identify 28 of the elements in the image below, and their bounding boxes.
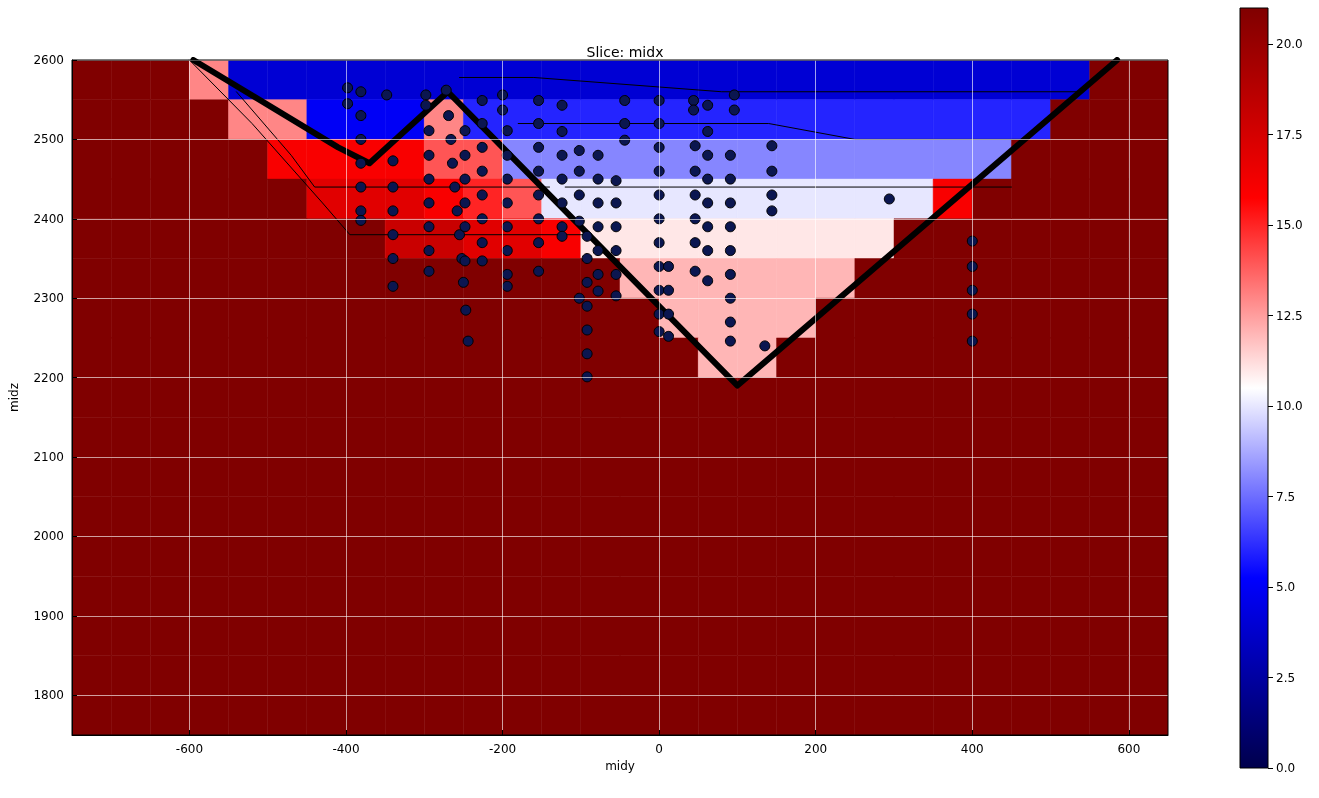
color-bar-label: 10.0 (1276, 399, 1303, 414)
y-tick-label: 2300 (33, 291, 64, 306)
color-bar-label: 20.0 (1276, 37, 1303, 52)
color-bar-label: 15.0 (1276, 218, 1303, 233)
chart-title: Slice: midx (586, 44, 664, 60)
y-tick-label: 2500 (33, 132, 64, 147)
color-bar-label: 0.0 (1276, 761, 1296, 775)
x-axis-title: midy (605, 758, 635, 773)
x-tick-label: -400 (332, 742, 360, 756)
color-bar-label: 5.0 (1276, 580, 1296, 595)
x-tick-label: -200 (488, 742, 517, 756)
x-tick-label: 400 (960, 742, 984, 756)
y-tick-label: 2100 (33, 450, 64, 465)
y-axis-title: midz (7, 383, 21, 412)
y-tick-label: 2400 (33, 211, 64, 226)
x-tick-label: 600 (1117, 742, 1141, 756)
y-tick-label: 2000 (33, 529, 64, 544)
x-tick-label: 0 (655, 742, 663, 756)
color-bar-label: 2.5 (1276, 670, 1296, 685)
y-tick-label: 2200 (33, 370, 64, 385)
color-bar-label: 12.5 (1276, 308, 1303, 323)
color-bar-label: 17.5 (1276, 127, 1303, 142)
y-tick-label: 2600 (33, 53, 64, 67)
x-tick-label: -600 (175, 742, 204, 756)
color-bar-label: 7.5 (1276, 489, 1296, 504)
y-tick-label: 1900 (33, 608, 64, 623)
y-tick-label: 1800 (33, 688, 64, 703)
x-tick-label: 200 (804, 742, 828, 756)
